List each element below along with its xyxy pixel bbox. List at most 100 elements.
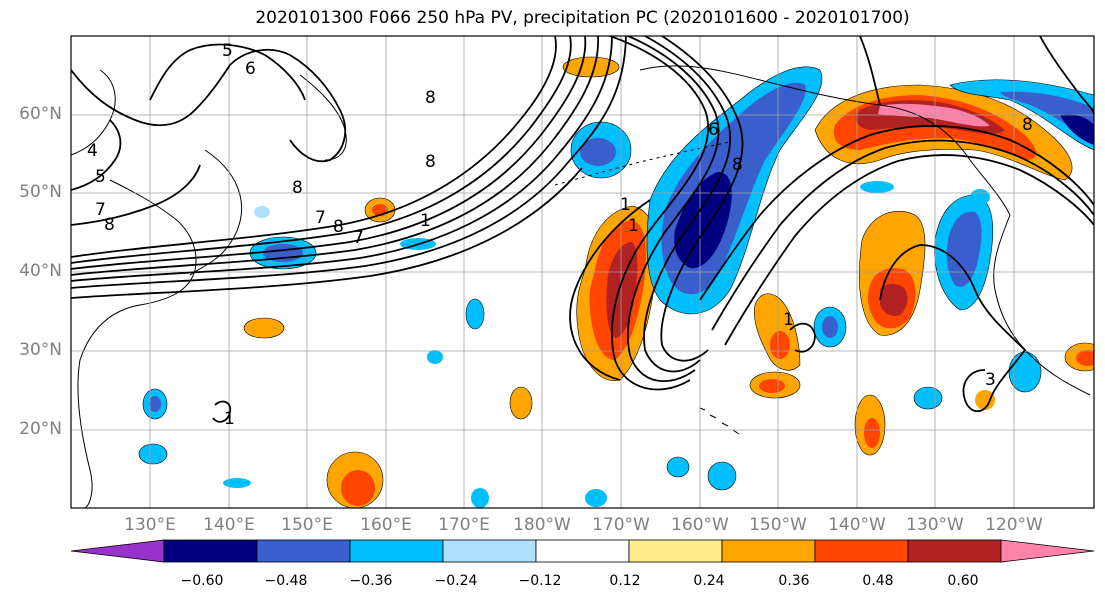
lat-label: 20°N (19, 419, 62, 439)
precip-blob (471, 488, 489, 508)
contour-label: 5 (95, 167, 106, 187)
precip-blob (674, 172, 732, 269)
colorbar-tick-label: −0.48 (264, 573, 308, 589)
pv-contour (71, 36, 557, 258)
precip-shading (138, 56, 1094, 508)
contour-label: 8 (333, 217, 344, 237)
precip-blob (707, 461, 737, 491)
precip-blob (138, 443, 168, 465)
map-frame (70, 35, 1095, 509)
precip-blob (580, 138, 616, 166)
contour-label: 5 (222, 41, 233, 61)
pv-contour (627, 36, 720, 383)
precip-blob (822, 316, 838, 338)
colorbar-segment (163, 539, 258, 563)
colorbar-tick-label: −0.12 (518, 573, 562, 589)
colorbar-segment (1000, 539, 1095, 563)
precip-blob (223, 478, 251, 488)
precip-blob (770, 331, 790, 359)
precip-blob (149, 396, 161, 412)
colorbar-tick-label: 0.48 (862, 573, 894, 589)
lon-label: 150°W (749, 515, 807, 535)
precip-blob (1008, 351, 1042, 393)
precip-blob (759, 379, 785, 393)
pv-contour (699, 125, 1094, 301)
lon-label: 170°E (438, 515, 490, 535)
pv-contour (71, 36, 627, 289)
precip-blob (341, 470, 375, 506)
lat-label: 40°N (19, 261, 62, 281)
pv-contour (789, 322, 816, 353)
precip-blob (254, 206, 270, 218)
pv-contour (212, 400, 232, 423)
lon-label: 180°W (513, 515, 571, 535)
contour-label: 8 (104, 215, 115, 235)
precip-blob (585, 489, 607, 507)
map-title: 2020101300 F066 250 hPa PV, precipitatio… (255, 8, 910, 28)
lat-label: 30°N (19, 340, 62, 360)
contour-label: 8 (425, 88, 436, 108)
colorbar-segment (442, 539, 537, 563)
colorbar-segment (349, 539, 444, 563)
colorbar-tick-label: 0.60 (947, 573, 979, 589)
pv-contour (724, 154, 1094, 346)
contour-label: 8 (732, 155, 743, 175)
asia-coastline (71, 69, 197, 508)
colorbar-tick-label: 0.12 (609, 573, 641, 589)
pv-contour (609, 36, 710, 391)
precip-blob (509, 386, 533, 420)
precip-blob (243, 317, 285, 339)
colorbar (70, 539, 1095, 563)
contour-label: 7 (315, 208, 326, 228)
lat-label: 60°N (19, 104, 62, 124)
colorbar-segment (256, 539, 351, 563)
colorbar-segment (535, 539, 630, 563)
precip-blob (427, 350, 443, 364)
precip-blob (1076, 350, 1094, 366)
contour-label: 3 (985, 370, 996, 390)
colorbar-segment (70, 539, 165, 563)
pv-contour (879, 244, 1027, 413)
lon-label: 160°E (360, 515, 412, 535)
alaska-coastline (639, 65, 1011, 216)
pv-contour (71, 48, 347, 163)
precip-blob (1000, 91, 1094, 140)
lon-label: 140°W (828, 515, 886, 535)
lon-label: 130°E (124, 515, 176, 535)
pv-contour (71, 36, 587, 270)
pv-contour (71, 36, 599, 276)
contour-label: 7 (95, 200, 106, 220)
contour-label: 8 (425, 152, 436, 172)
precip-blob (913, 386, 943, 410)
pv-contour (859, 36, 881, 106)
contour-labels: 5 6 4 5 7 8 8 7 8 7 8 1 1 1 1 3 6 8 8 8 … (87, 41, 1033, 429)
contour-label: 7 (353, 228, 364, 248)
precip-blob (880, 283, 908, 316)
precip-blob (946, 211, 982, 287)
pv-contour (71, 36, 613, 282)
colorbar-segment (721, 539, 816, 563)
pv-contour (1039, 36, 1094, 116)
colorbar-tick-label: −0.60 (180, 573, 224, 589)
contour-label: 1 (628, 216, 639, 236)
contour-label: 6 (245, 59, 256, 79)
colorbar-tick-label: 0.36 (778, 573, 810, 589)
hawaii-islands (699, 407, 740, 435)
colorbar-segment (628, 539, 723, 563)
colorbar-tick-label: 0.24 (693, 573, 725, 589)
pv-contour (569, 199, 651, 381)
na-west-coastline (993, 214, 1091, 396)
precip-blob (860, 181, 894, 193)
lon-label: 120°W (985, 515, 1043, 535)
precip-blob (864, 418, 880, 448)
contour-label: 6 (708, 120, 719, 140)
contour-label: 4 (87, 141, 98, 161)
precip-blob (465, 298, 485, 330)
pv-contour (643, 36, 732, 373)
contour-label: 8 (292, 178, 303, 198)
pv-contour (71, 167, 583, 299)
precip-blob (970, 189, 990, 205)
lon-label: 130°W (906, 515, 964, 535)
contour-label: 1 (783, 310, 794, 330)
